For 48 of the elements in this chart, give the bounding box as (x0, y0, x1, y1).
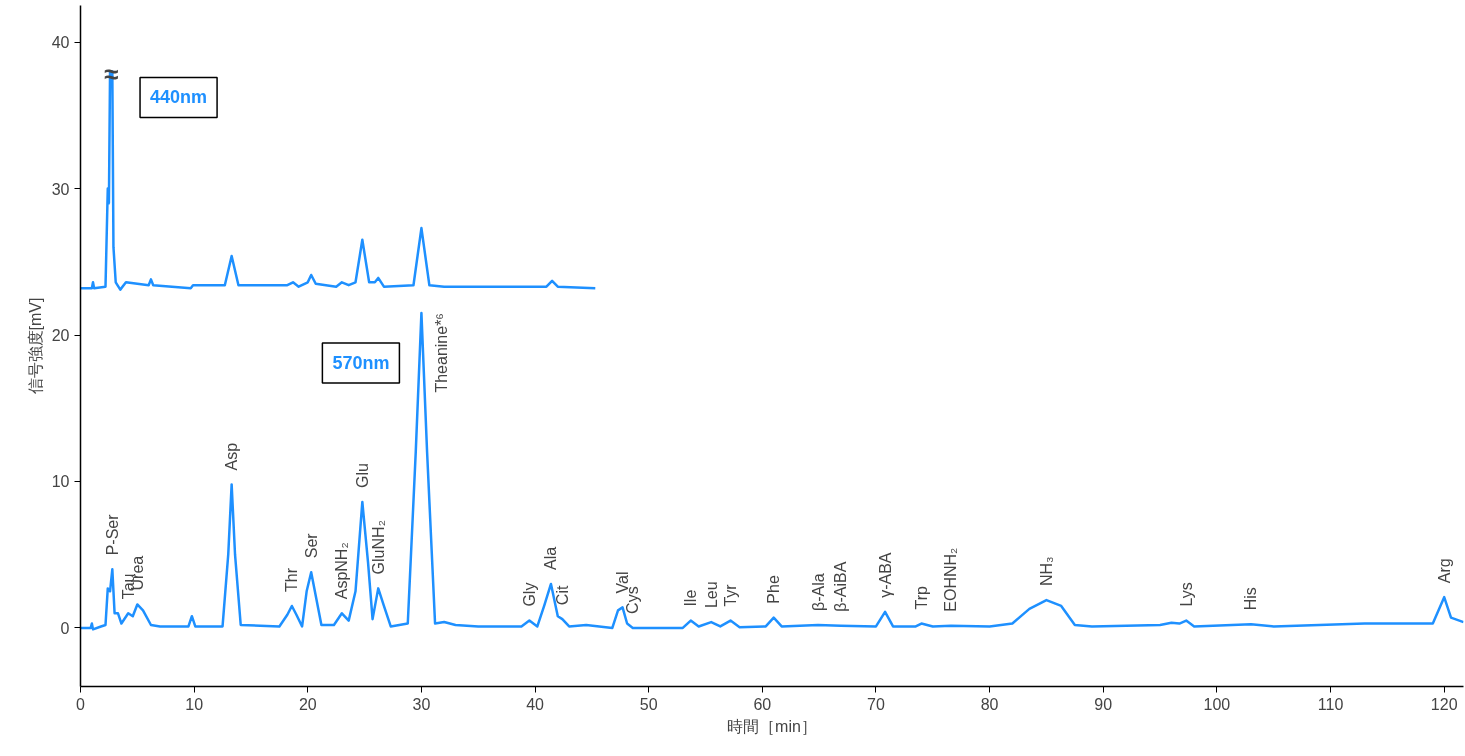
line-series (80, 70, 597, 291)
x-tick-label: 110 (1317, 695, 1344, 713)
annotation: β-Ala (809, 573, 827, 611)
annotation: Cit (553, 585, 571, 606)
x-tick-label: 120 (1430, 695, 1458, 713)
annotation: Lys (1177, 582, 1195, 607)
series-label: 570nm (332, 353, 390, 374)
annotation: Ser (302, 532, 320, 559)
annotation: Phe (765, 575, 783, 604)
y-axis-title: 信号強度[mV] (26, 297, 44, 395)
x-tick-label: 60 (753, 695, 772, 713)
annotation: EOHNH₂ (942, 547, 960, 612)
annotation: γ-ABA (876, 552, 894, 598)
line-series (80, 311, 1464, 631)
annotation: Ala (542, 546, 560, 570)
annotation: GluNH₂ (369, 520, 387, 575)
annotation: Gly (520, 582, 538, 607)
y-tick-label: 0 (60, 619, 70, 637)
annotation: β-AiBA (832, 561, 850, 612)
x-tick-label: 90 (1094, 695, 1113, 713)
annotation: His (1242, 587, 1260, 611)
x-tick-label: 0 (76, 695, 86, 713)
annotation: Leu (702, 581, 720, 609)
x-axis-title: 時間［min］ (727, 717, 817, 735)
x-tick-label: 80 (980, 695, 999, 713)
annotation: Tyr (722, 583, 740, 607)
x-tick-label: 100 (1203, 695, 1231, 713)
annotation: Thr (283, 567, 301, 592)
annotation: Asp (223, 442, 241, 471)
annotation: Arg (1435, 558, 1453, 584)
annotation: AspNH₂ (333, 542, 351, 600)
y-tick-label: 10 (51, 473, 70, 491)
x-tick-label: 50 (639, 695, 658, 713)
annotation: NH₃ (1037, 556, 1055, 587)
x-tick-label: 10 (185, 695, 204, 713)
annotation: Ile (682, 589, 700, 607)
x-tick-label: 70 (867, 695, 885, 713)
x-tick-label: 20 (298, 695, 317, 713)
x-tick-label: 40 (526, 695, 545, 713)
text: 440nm (150, 87, 208, 108)
x-tick-label: 30 (412, 695, 431, 713)
annotation: Theanine*⁶ (433, 313, 451, 393)
annotation: Glu (353, 463, 371, 488)
annotation: P-Ser (103, 513, 121, 556)
y-tick-label: 40 (51, 34, 70, 52)
y-tick-label: 30 (51, 180, 70, 198)
annotation: Trp (912, 586, 930, 610)
y-tick-label: 20 (51, 327, 70, 345)
